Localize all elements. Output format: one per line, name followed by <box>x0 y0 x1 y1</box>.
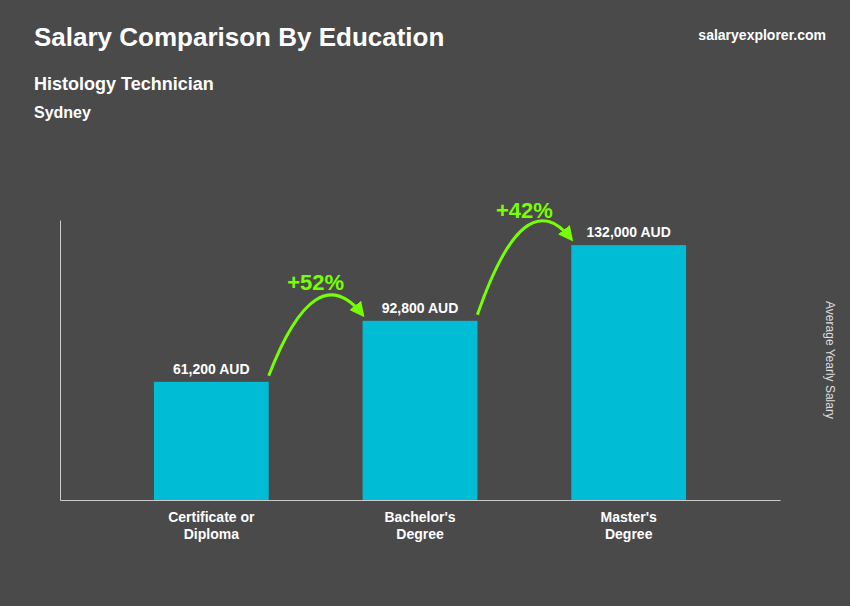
x-tick-label: Master'sDegree <box>601 509 657 542</box>
bar <box>154 382 269 500</box>
chart: Salary Comparison By Education Histology … <box>0 0 850 606</box>
x-tick-label-line: Degree <box>605 526 653 542</box>
annotation: +42% <box>496 198 553 223</box>
data-label: 92,800 AUD <box>382 300 459 316</box>
bars <box>154 245 686 500</box>
data-label: 61,200 AUD <box>173 361 250 377</box>
data-label: 132,000 AUD <box>587 224 671 240</box>
source: salaryexplorer.com <box>698 27 826 43</box>
x-tick: Master'sDegree <box>601 509 657 542</box>
annotations: +52% +42% <box>269 198 572 376</box>
bar <box>363 321 478 500</box>
y-label: Average Yearly Salary <box>823 301 837 419</box>
annotation: +52% <box>287 270 344 295</box>
annotation-arrow <box>269 295 363 376</box>
x-axis: Certificate orDiplomaBachelor'sDegreeMas… <box>61 501 781 542</box>
x-tick-label-line: Master's <box>601 509 657 525</box>
x-tick-label-line: Certificate or <box>168 509 255 525</box>
x-tick-label-line: Diploma <box>184 526 239 542</box>
annotation-arrow <box>477 221 571 315</box>
data-labels: 61,200 AUD 92,800 AUD 132,000 AUD <box>173 224 671 377</box>
x-tick-label-line: Degree <box>396 526 444 542</box>
x-tick: Certificate orDiploma <box>168 509 255 542</box>
x-axis-line <box>61 500 781 501</box>
title: Salary Comparison By Education <box>34 22 444 52</box>
subtitle: Histology Technician <box>34 74 214 94</box>
x-tick-label: Bachelor'sDegree <box>384 509 455 542</box>
y-axis <box>60 221 61 501</box>
y-axis-line <box>60 221 61 501</box>
bar <box>571 245 686 500</box>
location: Sydney <box>34 104 91 121</box>
x-tick: Bachelor'sDegree <box>384 509 455 542</box>
x-tick-label-line: Bachelor's <box>384 509 455 525</box>
x-tick-label: Certificate orDiploma <box>168 509 255 542</box>
